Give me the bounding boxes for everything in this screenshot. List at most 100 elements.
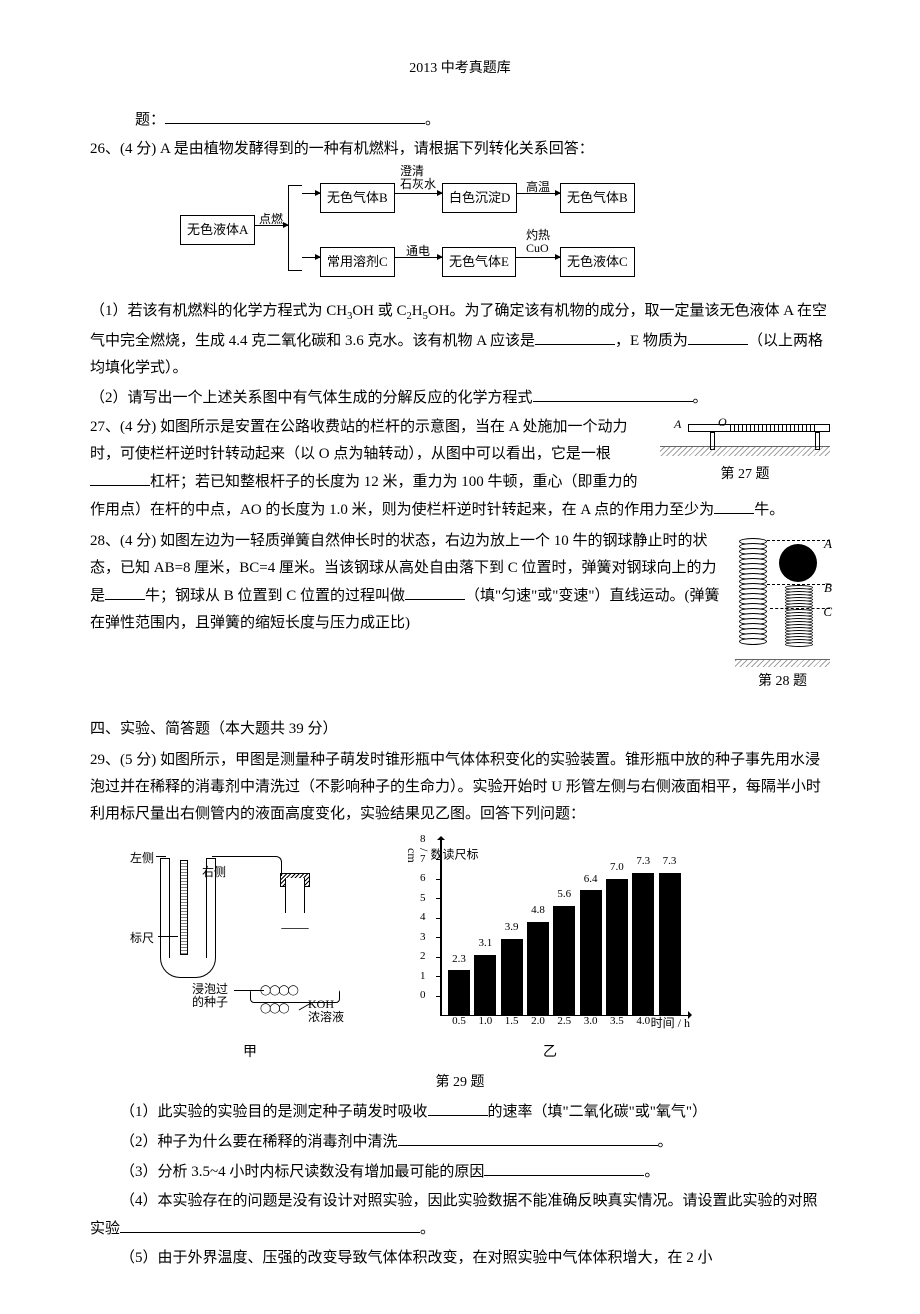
q27-c: 牛。 xyxy=(754,502,784,518)
label-koh: KOH浓溶液 xyxy=(308,998,344,1024)
blank-26-3 xyxy=(533,384,693,402)
q29-p2: （2）种子为什么要在稀释的消毒剂中清洗。 xyxy=(90,1128,830,1156)
ground28 xyxy=(735,659,830,667)
flask-neck xyxy=(285,878,305,913)
utube-left xyxy=(160,858,170,958)
box-a: 无色液体A xyxy=(180,215,255,244)
q27-ground xyxy=(660,446,830,456)
page-header: 2013 中考真题库 xyxy=(90,56,830,81)
q26-p1-b: OH 或 C xyxy=(352,303,406,319)
blank-29-1 xyxy=(428,1098,488,1116)
q29-figures: ◯◯◯◯◯◯◯ 左侧 右侧 标尺 浸泡过的种子 KOH浓溶液 甲 标尺读数/cm… xyxy=(130,838,830,1065)
q29-stem: 29、(5 分) 如图所示，甲图是测量种子萌发时锥形瓶中气体体积变化的实验装置。… xyxy=(90,747,830,828)
bar-1 xyxy=(474,955,496,1015)
seeds-shape: ◯◯◯◯◯◯◯ xyxy=(260,982,297,1018)
q28-fig-svg: A B C xyxy=(735,532,830,667)
q28-text: 28、(4 分) 如图左边为一轻质弹簧自然伸长时的状态，右边为放上一个 10 牛… xyxy=(90,528,830,637)
box-c2: 无色液体C xyxy=(560,247,635,276)
xlabel: 时间 / h xyxy=(651,1013,690,1035)
q29-jia-caption: 甲 xyxy=(130,1040,370,1065)
line-b xyxy=(767,584,830,585)
q29-chart: 标尺读数/cm 时间 / h 1234567802.30.53.11.03.91… xyxy=(410,838,690,1038)
arrow-ec: 灼热CuO xyxy=(516,257,560,258)
line-a xyxy=(767,540,830,541)
box-e: 无色气体E xyxy=(442,247,516,276)
q29-p3: （3）分析 3.5~4 小时内标尺读数没有增加最可能的原因。 xyxy=(90,1158,830,1186)
blank-29-3 xyxy=(484,1158,644,1176)
q27-label-o: O xyxy=(718,412,727,434)
box-b2: 无色气体B xyxy=(560,183,635,212)
bar-0 xyxy=(448,970,470,1015)
arrow-b1 xyxy=(302,193,320,194)
q27-b: 杠杆；若已知整根杆子的长度为 12 米，重力为 100 牛顿，重心（即重力的作用… xyxy=(90,474,714,518)
arrow-db: 高温 xyxy=(516,193,560,194)
q29-p3-a: （3）分析 3.5~4 小时内标尺读数没有增加最可能的原因 xyxy=(120,1164,484,1180)
q29-p1-a: （1）此实验的实验目的是测定种子萌发时吸收 xyxy=(120,1104,428,1120)
q29-caption: 第 29 题 xyxy=(90,1070,830,1095)
q28-block: A B C 第 28 题 28、(4 分) 如图左边为一轻质弹簧自然伸长时的状态… xyxy=(90,528,830,698)
q26-p1-e: ，E 物质为 xyxy=(615,333,688,349)
label-biaochi: 标尺 xyxy=(130,928,154,950)
q27-label-a: A xyxy=(674,414,681,436)
q28-lb: B xyxy=(824,576,832,599)
prefix-text: 题： xyxy=(135,112,165,128)
q27-fig-svg: A O xyxy=(660,418,830,458)
q26-p2: （2）请写出一个上述关系图中有气体生成的分解反应的化学方程式。 xyxy=(90,384,830,412)
q29-p1-b: 的速率（填"二氧化碳"或"氧气"） xyxy=(488,1104,708,1120)
q26-p1-c: H xyxy=(412,303,423,319)
q29-p4: （4）本实验存在的问题是没有设计对照实验，因此实验数据不能准确反映真实情况。请设… xyxy=(90,1188,830,1243)
q29-p1: （1）此实验的实验目的是测定种子萌发时吸收 的速率（填"二氧化碳"或"氧气"） xyxy=(90,1098,830,1126)
blank-27-2 xyxy=(714,496,754,514)
q29-yi-caption: 乙 xyxy=(410,1040,690,1065)
blank-29-2 xyxy=(398,1128,658,1146)
bar-3 xyxy=(527,922,549,1016)
ball xyxy=(779,544,817,582)
label-zhongzi: 浸泡过的种子 xyxy=(192,983,228,1009)
bar-7 xyxy=(632,873,654,1015)
arrow-zhongzi xyxy=(234,990,264,991)
q26-stem: 26、(4 分) A 是由植物发酵得到的一种有机燃料，请根据下列转化关系回答： xyxy=(90,136,830,163)
arrow-bd: 澄清石灰水 xyxy=(394,193,442,194)
label-dianran: 点燃 xyxy=(259,209,283,231)
q28-b: 牛；钢球从 B 位置到 C 位置的过程叫做 xyxy=(145,588,405,604)
q-prefix-line: 题：。 xyxy=(90,106,830,134)
box-d: 白色沉淀D xyxy=(442,183,517,212)
ylabel: 标尺读数/cm xyxy=(406,848,478,863)
q29-p5: （5）由于外界温度、压强的改变导致气体体积改变，在对照实验中气体体积增大，在 2… xyxy=(90,1245,830,1272)
spring-right xyxy=(785,587,813,647)
utube-bottom xyxy=(160,958,216,978)
blank-27-1 xyxy=(90,468,150,486)
q28-caption: 第 28 题 xyxy=(735,669,830,694)
q26-p1-a: （1）若该有机燃料的化学方程式为 CH xyxy=(90,303,347,319)
label-tongdian: 通电 xyxy=(406,241,430,263)
blank-prefix xyxy=(165,106,425,124)
label-gaowen: 高温 xyxy=(526,177,550,199)
blank-29-4 xyxy=(120,1215,420,1233)
blank-26-2 xyxy=(688,327,748,345)
q27-block: A O 第 27 题 27、(4 分) 如图所示是安置在公路收费站的栏杆的示意图… xyxy=(90,414,830,526)
q27-figure: A O 第 27 题 xyxy=(660,418,830,487)
box-c: 常用溶剂C xyxy=(320,247,395,276)
bar-5 xyxy=(580,890,602,1015)
arrow-zuoce xyxy=(156,856,166,857)
label-cuo: 灼热CuO xyxy=(526,229,550,255)
q26-p2-text: （2）请写出一个上述关系图中有气体生成的分解反应的化学方程式 xyxy=(90,390,533,406)
q28-la: A xyxy=(824,532,832,555)
bar-2 xyxy=(501,939,523,1015)
q29-left-fig: ◯◯◯◯◯◯◯ 左侧 右侧 标尺 浸泡过的种子 KOH浓溶液 xyxy=(130,848,370,1038)
q26-p1: （1）若该有机燃料的化学方程式为 CH3OH 或 C2H5OH。为了确定该有机物… xyxy=(90,298,830,382)
q28-lc: C xyxy=(823,600,832,623)
box-b: 无色气体B xyxy=(320,183,395,212)
bar-4 xyxy=(553,906,575,1015)
blank-28-1 xyxy=(105,582,145,600)
label-shihui: 澄清石灰水 xyxy=(400,165,436,191)
line-c xyxy=(770,608,830,609)
spring-left xyxy=(739,540,767,645)
label-zuoce: 左侧 xyxy=(130,848,154,870)
y-axis xyxy=(440,838,442,1016)
q29-jia-wrap: ◯◯◯◯◯◯◯ 左侧 右侧 标尺 浸泡过的种子 KOH浓溶液 甲 xyxy=(130,848,370,1065)
arrow-b2 xyxy=(302,257,320,258)
arrow-ce: 通电 xyxy=(394,257,442,258)
blank-28-2 xyxy=(405,582,465,600)
q28-figure: A B C 第 28 题 xyxy=(735,532,830,694)
